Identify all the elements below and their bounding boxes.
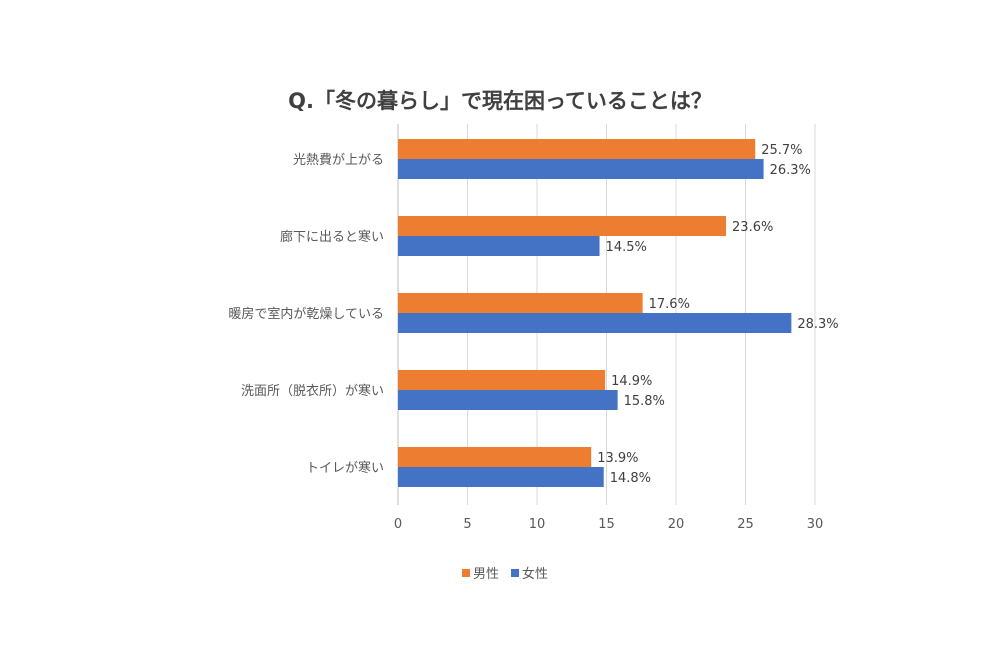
- x-tick-label: 20: [668, 517, 685, 532]
- x-tick-label: 30: [807, 517, 824, 532]
- category-label: 洗面所（脱衣所）が寒い: [241, 383, 384, 399]
- category-label: 廊下に出ると寒い: [280, 229, 384, 245]
- category-label: 暖房で室内が乾燥している: [228, 306, 384, 322]
- x-axis-ticks: 0 5 10 15 20 25 30: [394, 517, 823, 532]
- bar-male: [398, 293, 643, 313]
- bar-male: [398, 370, 606, 390]
- legend-label: 男性: [473, 567, 499, 582]
- bar-female: [398, 159, 764, 179]
- x-tick-label: 15: [598, 517, 615, 532]
- bars: 25.7% 26.3% 23.6% 14.5% 17.6% 28.3% 14.9% 15.8%…: [398, 139, 839, 487]
- bar-female: [398, 467, 604, 487]
- data-label: 26.3%: [770, 163, 811, 178]
- category-label: 光熱費が上がる: [293, 153, 384, 168]
- x-tick-label: 10: [529, 517, 546, 532]
- data-label: 17.6%: [649, 297, 690, 312]
- data-label: 14.5%: [606, 240, 647, 255]
- data-label: 25.7%: [761, 143, 802, 158]
- x-tick-label: 25: [737, 517, 754, 532]
- bar-male: [398, 139, 756, 159]
- data-label: 14.8%: [610, 471, 651, 486]
- x-tick-label: 5: [463, 517, 471, 532]
- legend-swatch: [511, 569, 519, 577]
- bar-female: [398, 390, 618, 410]
- category-label: トイレが寒い: [306, 460, 384, 476]
- bar-female: [398, 236, 600, 256]
- legend-label: 女性: [522, 566, 548, 582]
- data-label: 23.6%: [732, 220, 773, 235]
- bar-male: [398, 447, 592, 467]
- bar-female: [398, 313, 792, 333]
- bar-male: [398, 216, 727, 236]
- legend-swatch: [462, 569, 470, 577]
- legend: 男性 女性: [462, 566, 548, 582]
- data-label: 13.9%: [597, 451, 638, 466]
- category-labels: 光熱費が上がる廊下に出ると寒い暖房で室内が乾燥している洗面所（脱衣所）が寒いトイ…: [228, 153, 384, 476]
- data-label: 14.9%: [611, 374, 652, 389]
- data-label: 15.8%: [624, 394, 665, 409]
- data-label: 28.3%: [797, 317, 838, 332]
- x-tick-label: 0: [394, 517, 402, 532]
- chart-title: Q.「冬の暮らし」で現在困っていることは？: [288, 89, 712, 113]
